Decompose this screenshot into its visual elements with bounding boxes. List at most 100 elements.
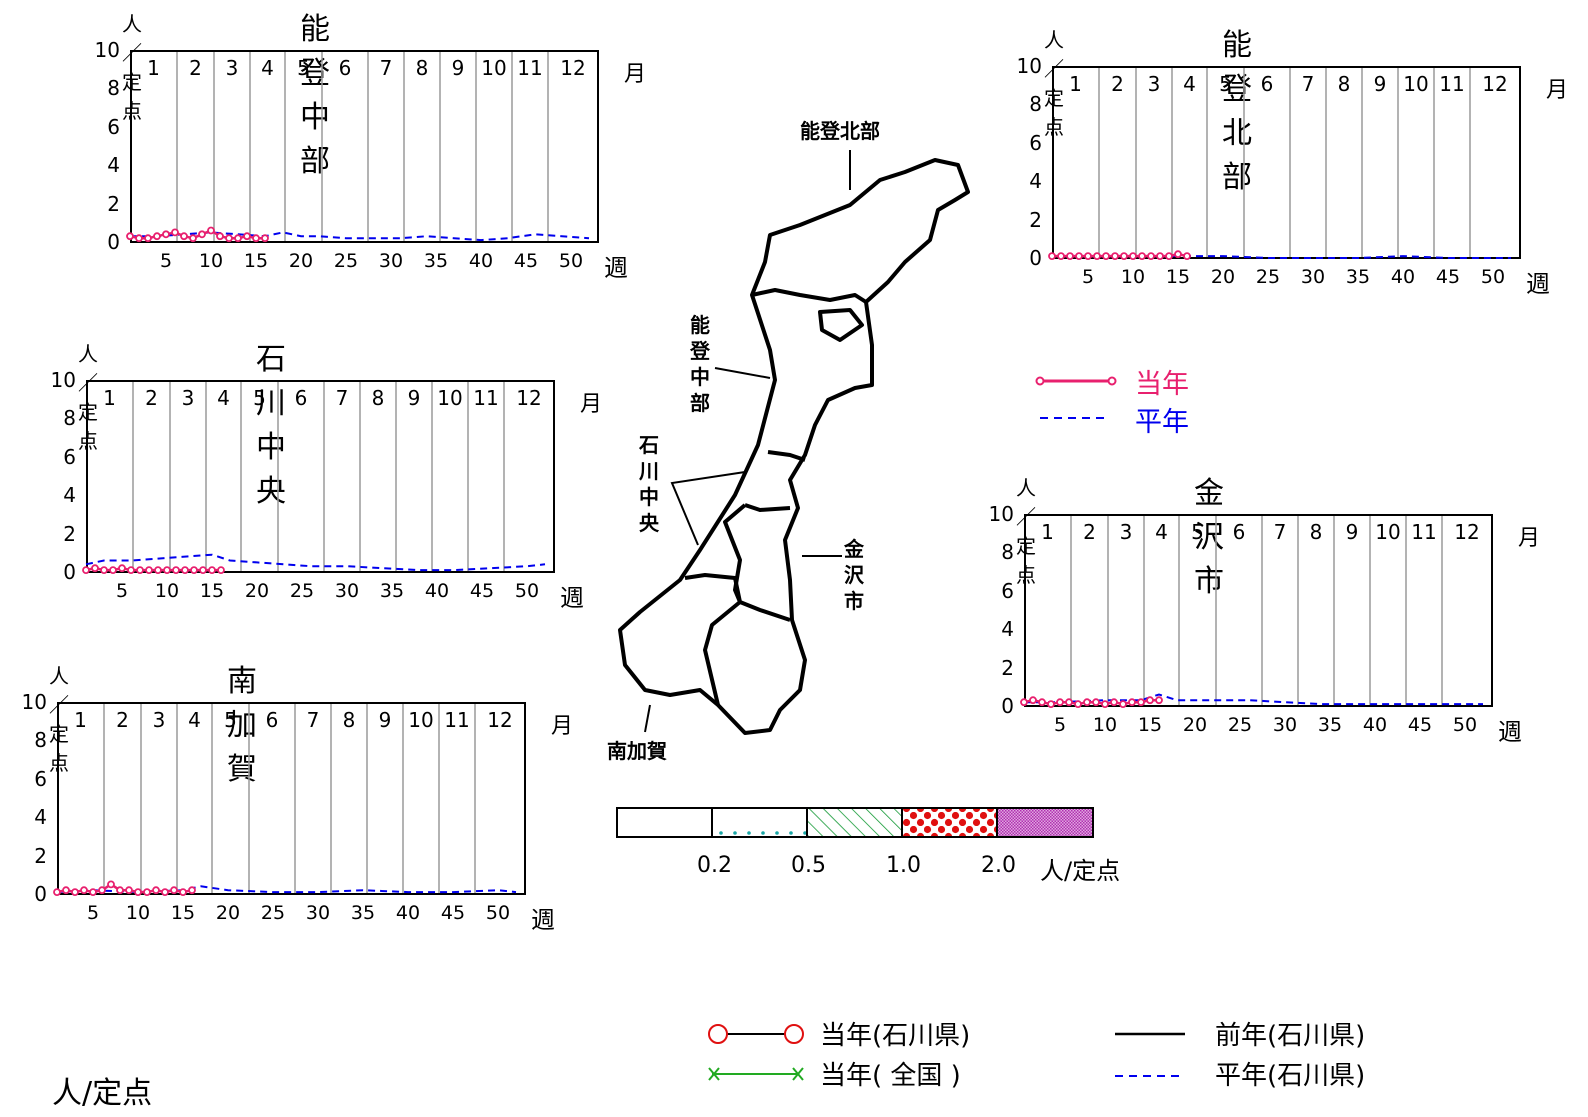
- y-tick-label: 6: [107, 114, 120, 139]
- month-label: 2: [1083, 520, 1096, 544]
- month-label: 7: [379, 56, 393, 80]
- month-axis-label: 月: [1546, 78, 1569, 103]
- week-tick-label: 40: [1390, 266, 1416, 288]
- week-tick-label: 5: [1081, 266, 1095, 288]
- month-label: 10: [1403, 72, 1429, 96]
- series-current-line: [85, 566, 221, 572]
- y-tick-label: 10: [50, 368, 76, 392]
- week-tick-label: 50: [558, 250, 584, 272]
- legend-current-dot-right: [1107, 376, 1117, 386]
- week-axis-label: 週: [1498, 718, 1522, 746]
- week-tick-label: 40: [424, 580, 450, 602]
- series-current-point: [1129, 252, 1137, 261]
- y-tick-label: 0: [63, 560, 76, 584]
- week-tick-label: 40: [468, 250, 494, 272]
- series-current-point: [170, 886, 178, 895]
- month-label: 6: [1260, 72, 1274, 96]
- footer-current-national-label: 当年( 全国 ): [820, 1061, 961, 1091]
- map-label-noto-central: 能登中部: [690, 313, 710, 415]
- week-tick-label: 5: [159, 250, 173, 272]
- week-tick-label: 35: [1317, 714, 1343, 736]
- week-tick-label: 20: [215, 902, 241, 924]
- month-label: 7: [335, 386, 349, 410]
- week-tick-label: 25: [260, 902, 286, 924]
- week-tick-label: 30: [334, 580, 360, 602]
- month-label: 9: [1345, 520, 1359, 544]
- map-border-central-ishikawa: [767, 450, 806, 462]
- week-tick-label: 15: [199, 580, 225, 602]
- plot-area: [82, 380, 555, 575]
- month-label: 5: [297, 56, 310, 80]
- series-average-line: [130, 231, 590, 242]
- legend-average-label: 平年: [1135, 407, 1189, 438]
- week-tick-label: 45: [513, 250, 539, 272]
- leader-ishikawa-central: [670, 471, 746, 546]
- y-tick-label: 0: [1001, 694, 1014, 718]
- month-label: 3: [152, 708, 166, 732]
- week-tick-label: 30: [1300, 266, 1326, 288]
- month-label: 10: [1375, 520, 1401, 544]
- y-tick-label: 2: [63, 521, 76, 546]
- series-current-point: [1075, 252, 1083, 261]
- month-label: 12: [516, 386, 542, 410]
- week-tick-label: 10: [125, 902, 151, 924]
- month-label: 7: [1301, 72, 1315, 96]
- month-label: 8: [371, 386, 385, 410]
- week-tick-label: 50: [485, 902, 511, 924]
- y-tick-label: 4: [1029, 169, 1042, 194]
- y-tick-label: 2: [107, 191, 120, 216]
- month-label: 7: [306, 708, 320, 732]
- y-tick-label: 8: [34, 728, 47, 753]
- series-current-point: [1138, 252, 1146, 261]
- series-current-point: [1057, 252, 1065, 261]
- series-current-point: [118, 564, 126, 573]
- map-border-north-central: [751, 288, 868, 304]
- series-current-point: [217, 566, 225, 575]
- week-axis-label: 週: [560, 584, 584, 612]
- month-label: 8: [1309, 520, 1323, 544]
- series-current-point: [154, 566, 162, 575]
- month-label: 1: [74, 708, 87, 732]
- series-current-point: [1174, 250, 1182, 259]
- footer-current-national-mark-right: [792, 1067, 804, 1081]
- month-label: 9: [451, 56, 465, 80]
- map-border-ishikawa-kanazawa: [744, 503, 791, 512]
- legend-current-dot-left: [1035, 376, 1045, 386]
- map-border-kanazawa-west: [723, 503, 747, 603]
- month-label: 11: [1439, 72, 1465, 96]
- month-label: 8: [342, 708, 356, 732]
- month-label: 7: [1273, 520, 1287, 544]
- series-current-point: [144, 234, 152, 243]
- week-tick-label: 40: [395, 902, 421, 924]
- y-unit-label: 人／定点: [1016, 476, 1036, 587]
- y-tick-label: 2: [34, 843, 47, 868]
- map-border-kaga: [684, 573, 791, 622]
- y-tick-label: 0: [1029, 246, 1042, 270]
- month-label: 2: [116, 708, 129, 732]
- series-current-line: [1052, 252, 1188, 258]
- footer-previous-label: 前年(石川県): [1215, 1021, 1366, 1051]
- month-label: 4: [1183, 72, 1196, 96]
- scale-seg-none: [616, 807, 713, 838]
- series-current-point: [135, 234, 143, 243]
- week-tick-label: 20: [288, 250, 314, 272]
- series-current-point: [1111, 252, 1119, 261]
- month-label: 2: [189, 56, 202, 80]
- chart-title: 南加賀: [227, 664, 260, 787]
- series-current-point: [1047, 700, 1055, 709]
- footer-current-ishikawa-dot-right: [784, 1024, 804, 1044]
- map-label-noto-north: 能登北部: [800, 119, 880, 143]
- y-tick-label: 4: [1001, 617, 1014, 642]
- week-tick-label: 15: [1165, 266, 1191, 288]
- series-current-point: [1084, 252, 1092, 261]
- month-label: 11: [517, 56, 543, 80]
- series-average-line: [56, 885, 517, 894]
- month-label: 1: [103, 386, 116, 410]
- week-tick-label: 25: [1255, 266, 1281, 288]
- series-current-point: [189, 234, 197, 243]
- month-label: 1: [1069, 72, 1082, 96]
- series-current-point: [109, 566, 117, 575]
- week-tick-label: 40: [1362, 714, 1388, 736]
- month-label: 3: [1147, 72, 1161, 96]
- week-tick-label: 45: [440, 902, 466, 924]
